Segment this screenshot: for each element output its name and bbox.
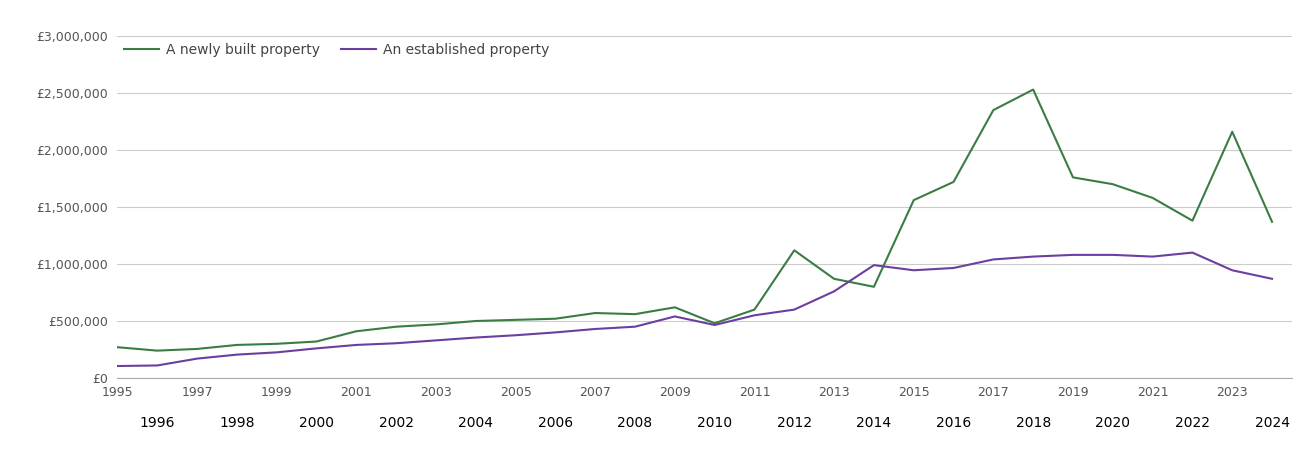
A newly built property xyxy=(1105,181,1121,187)
A newly built property xyxy=(508,317,523,323)
An established property xyxy=(707,322,723,328)
An established property xyxy=(428,338,444,343)
An established property xyxy=(1065,252,1081,257)
An established property xyxy=(348,342,364,348)
An established property xyxy=(985,257,1001,262)
A newly built property xyxy=(269,341,284,346)
An established property xyxy=(468,335,484,340)
A newly built property xyxy=(428,322,444,327)
An established property xyxy=(1105,252,1121,257)
A newly built property xyxy=(1185,218,1201,223)
A newly built property xyxy=(746,307,762,312)
An established property xyxy=(1185,250,1201,255)
An established property xyxy=(1144,254,1160,259)
An established property xyxy=(269,350,284,355)
An established property xyxy=(628,324,643,329)
An established property xyxy=(1026,254,1041,259)
An established property xyxy=(230,352,245,357)
A newly built property xyxy=(707,320,723,326)
A newly built property xyxy=(189,346,205,351)
A newly built property xyxy=(1026,87,1041,92)
An established property xyxy=(150,363,166,368)
A newly built property xyxy=(906,198,921,203)
A newly built property xyxy=(946,179,962,184)
An established property xyxy=(1224,268,1240,273)
A newly built property xyxy=(985,108,1001,113)
A newly built property xyxy=(389,324,405,329)
A newly built property xyxy=(110,345,125,350)
Line: An established property: An established property xyxy=(117,252,1272,366)
A newly built property xyxy=(667,305,683,310)
An established property xyxy=(1265,276,1280,282)
An established property xyxy=(508,333,523,338)
An established property xyxy=(587,326,603,332)
An established property xyxy=(826,288,842,294)
An established property xyxy=(946,266,962,271)
A newly built property xyxy=(1144,195,1160,201)
A newly built property xyxy=(1265,219,1280,225)
An established property xyxy=(389,341,405,346)
A newly built property xyxy=(587,310,603,316)
Line: A newly built property: A newly built property xyxy=(117,90,1272,351)
A newly built property xyxy=(468,318,484,324)
A newly built property xyxy=(787,248,803,253)
An established property xyxy=(787,307,803,312)
A newly built property xyxy=(867,284,882,289)
A newly built property xyxy=(826,276,842,282)
An established property xyxy=(667,314,683,319)
Legend: A newly built property, An established property: A newly built property, An established p… xyxy=(124,43,549,57)
A newly built property xyxy=(548,316,564,321)
A newly built property xyxy=(348,328,364,334)
An established property xyxy=(189,356,205,361)
An established property xyxy=(110,363,125,369)
An established property xyxy=(548,330,564,335)
An established property xyxy=(309,346,325,351)
A newly built property xyxy=(1224,129,1240,135)
A newly built property xyxy=(628,311,643,317)
An established property xyxy=(906,268,921,273)
A newly built property xyxy=(309,339,325,344)
An established property xyxy=(746,313,762,318)
An established property xyxy=(867,262,882,268)
A newly built property xyxy=(1065,175,1081,180)
A newly built property xyxy=(150,348,166,353)
A newly built property xyxy=(230,342,245,348)
